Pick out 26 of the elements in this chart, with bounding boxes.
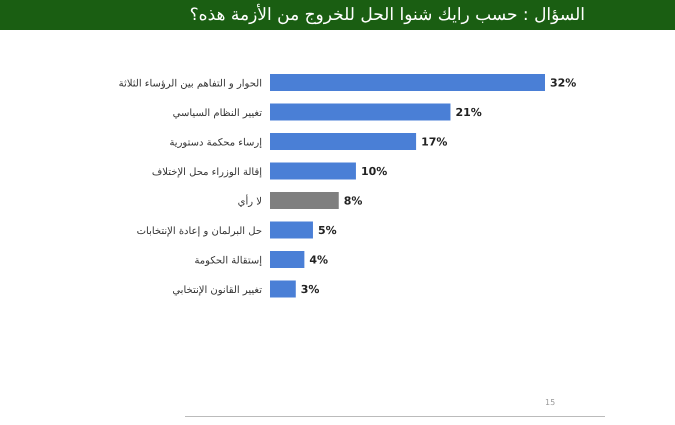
- data-label: 5%: [318, 224, 337, 237]
- data-label: 10%: [360, 164, 388, 178]
- y-tick-label: الحوار و التفاهم بين الرؤساء الثلاثة: [118, 78, 262, 90]
- y-tick-label: إرساء محكمة دستورية: [169, 137, 262, 148]
- data-label: 17%: [421, 135, 448, 148]
- data-label: 3%: [300, 282, 320, 296]
- bar: [270, 104, 450, 120]
- data-label: 32%: [550, 76, 576, 90]
- bar: [270, 251, 304, 268]
- data-label: 21%: [455, 106, 482, 119]
- chart-title: السؤال : حسب رايك شنوا الحل للخروج من الأزمة هذه؟: [0, 0, 675, 30]
- bar: [270, 162, 356, 180]
- text: 15: [545, 398, 556, 407]
- data-label: 4%: [309, 253, 328, 266]
- data-label: 8%: [344, 194, 362, 208]
- y-tick-label: إقالة الوزراء محل الإختلاف: [152, 166, 262, 178]
- y-tick-label: إستقالة الحكومة: [194, 255, 262, 266]
- bar: [270, 222, 313, 238]
- y-tick-label: تغيير النظام السياسي: [172, 108, 262, 119]
- bar: [270, 192, 339, 209]
- bar: [270, 280, 296, 298]
- y-tick-label: تغيير القانون الإنتخابي: [172, 284, 262, 296]
- bar: [270, 133, 416, 150]
- y-tick-label: لا رأي: [238, 194, 262, 208]
- y-tick-label: حل البرلمان و إعادة الإنتخابات: [136, 226, 262, 237]
- bar: [270, 74, 545, 91]
